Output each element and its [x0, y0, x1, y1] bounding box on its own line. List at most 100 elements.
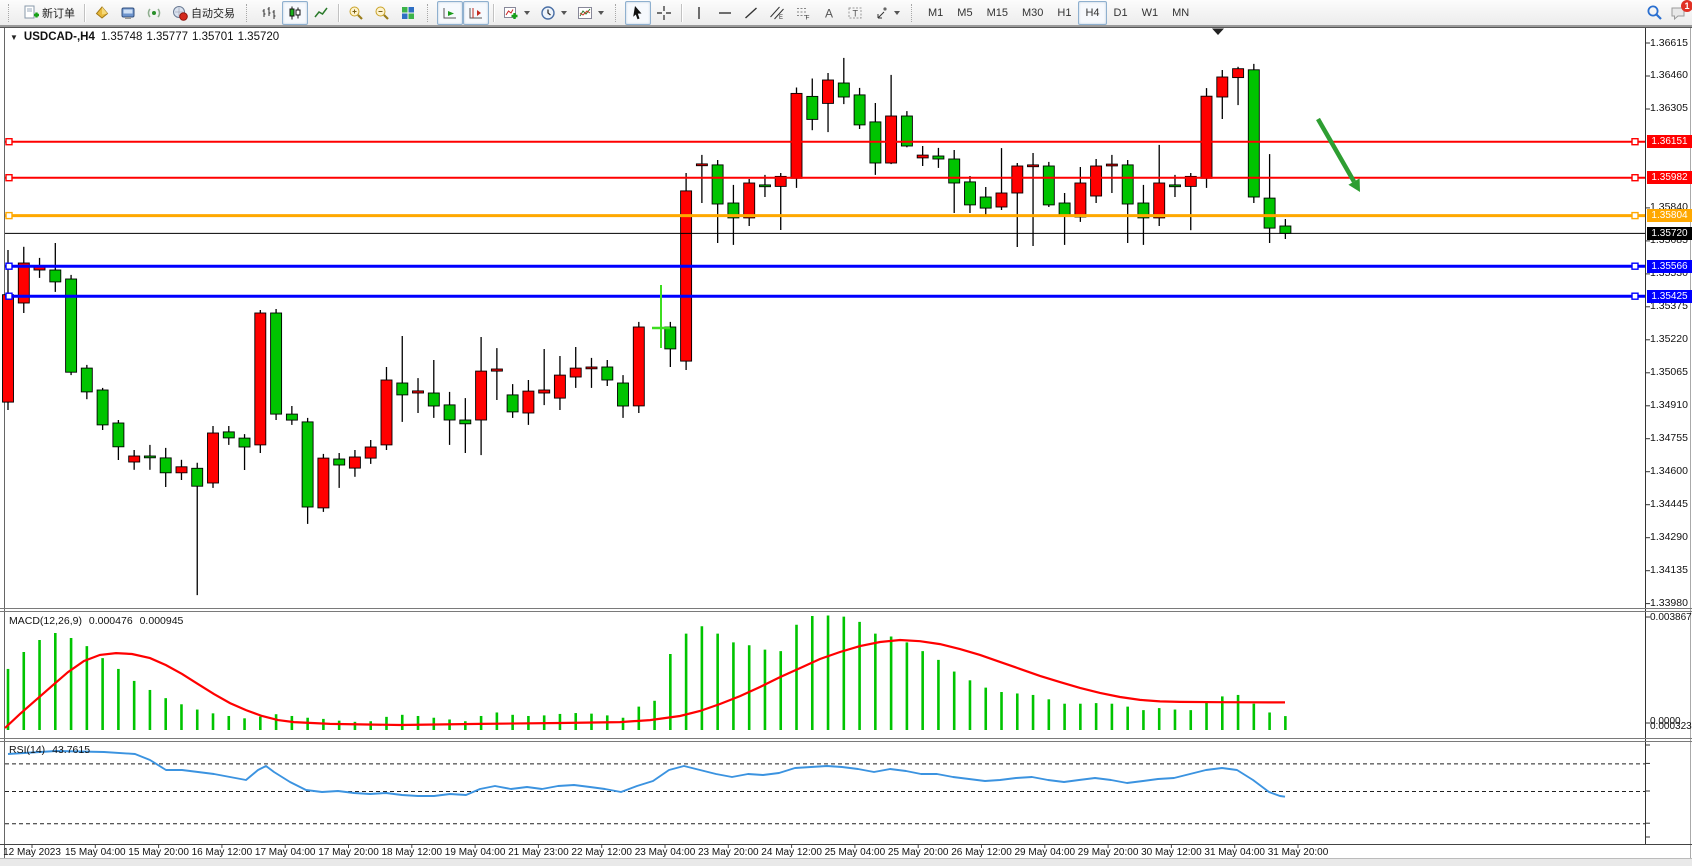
timeframe-d1-button[interactable]: D1	[1113, 6, 1128, 19]
auto-trading-icon	[172, 5, 188, 21]
crosshair-button[interactable]	[651, 1, 677, 25]
candle	[207, 432, 219, 484]
main-toolbar: 新订单 自动交易	[0, 0, 1692, 26]
crosshair-icon	[656, 5, 672, 21]
new-order-label: 新订单	[42, 7, 75, 20]
horizontal-line-icon	[717, 5, 733, 21]
macd-panel	[4, 615, 1650, 730]
cursor-icon	[630, 5, 646, 21]
hlines-layer	[5, 137, 1645, 300]
candle	[506, 394, 519, 413]
timeframe-w1-button[interactable]: W1	[1141, 6, 1159, 19]
candlestick-chart-button[interactable]	[282, 0, 308, 25]
hline-anchor[interactable]	[5, 292, 13, 300]
panel-separator[interactable]	[0, 608, 1692, 612]
macd-scale-current: 0.000323	[1650, 721, 1692, 732]
hline-anchor[interactable]	[5, 173, 13, 182]
candle	[1027, 164, 1039, 168]
timeframe-m1-button[interactable]: M1	[928, 6, 944, 19]
candle	[1090, 165, 1103, 197]
text-button[interactable]: A	[816, 1, 842, 25]
toolbar-grip	[427, 3, 433, 22]
candle	[396, 382, 409, 396]
hline-anchor[interactable]	[1631, 292, 1639, 300]
cursor-button[interactable]	[625, 0, 651, 25]
timeframe-m15-button[interactable]: M15	[986, 6, 1008, 19]
auto-scroll-icon	[442, 5, 458, 21]
text-label-button[interactable]: T	[842, 1, 868, 25]
candle	[222, 431, 235, 439]
trendline-icon	[743, 5, 759, 21]
profile-button[interactable]	[89, 1, 115, 25]
auto-scroll-button[interactable]	[437, 0, 463, 25]
hline-anchor[interactable]	[1631, 211, 1639, 220]
periods-button[interactable]	[535, 1, 572, 25]
bar-chart-icon	[261, 5, 277, 21]
templates-button[interactable]	[572, 1, 609, 25]
chart-shift-button[interactable]	[463, 0, 489, 25]
candle	[143, 455, 156, 459]
candle	[254, 312, 267, 446]
separator	[84, 3, 85, 22]
candlestick-chart-icon	[287, 5, 303, 21]
bar-chart-button[interactable]	[256, 1, 282, 25]
fibonacci-button[interactable]: F	[790, 1, 816, 25]
arrows-button[interactable]	[868, 1, 905, 25]
candle	[96, 389, 109, 426]
vertical-line-button[interactable]	[686, 1, 712, 25]
candle	[664, 326, 677, 350]
candle	[790, 92, 803, 179]
market-watch-button[interactable]	[115, 1, 141, 25]
separator	[338, 3, 339, 22]
timeframe-h4-button[interactable]: H4	[1078, 0, 1107, 25]
horizontal-line-button[interactable]	[712, 1, 738, 25]
line-chart-button[interactable]	[308, 1, 334, 25]
collapse-chart-icon[interactable]: ▼	[10, 32, 18, 42]
zoom-out-button[interactable]	[369, 1, 395, 25]
candle	[979, 196, 992, 209]
candle	[285, 413, 298, 421]
timeframe-h1-button[interactable]: H1	[1057, 6, 1072, 19]
timeframe-mn-button[interactable]: MN	[1172, 6, 1190, 19]
search-icon[interactable]	[1646, 5, 1662, 21]
hline-anchor[interactable]	[5, 211, 13, 220]
trendline-button[interactable]	[738, 1, 764, 25]
hline-anchor[interactable]	[1631, 137, 1639, 146]
chart-title: ▼ USDCAD-,H4 1.35748 1.35777 1.35701 1.3…	[10, 31, 279, 43]
panel-separator[interactable]	[0, 738, 1692, 742]
candle	[427, 392, 440, 407]
equidistant-channel-button[interactable]: E	[764, 1, 790, 25]
hline-anchor[interactable]	[5, 137, 13, 146]
toolbar-grip	[8, 3, 14, 22]
candle	[317, 457, 330, 509]
signal-button[interactable]	[141, 1, 167, 25]
indicators-button[interactable]	[498, 1, 535, 25]
candle	[128, 455, 141, 463]
candle	[159, 457, 172, 474]
chart-shift-marker[interactable]	[1212, 28, 1224, 36]
indicators-icon	[503, 5, 519, 21]
notifications-icon[interactable]: 1	[1670, 0, 1692, 21]
svg-text:E: E	[779, 15, 783, 21]
candle	[601, 366, 614, 381]
svg-text:A: A	[825, 6, 833, 20]
new-order-button[interactable]: 新订单	[18, 1, 80, 25]
candle	[617, 382, 629, 407]
candle	[932, 155, 945, 160]
auto-trading-button[interactable]: 自动交易	[167, 1, 240, 25]
tile-windows-button[interactable]	[395, 1, 421, 25]
down-arrow-icon[interactable]	[1316, 117, 1356, 183]
timeframe-group: M1 M5 M15 M30 H1 H4 D1 W1 MN	[921, 0, 1196, 25]
candle	[1058, 202, 1071, 217]
zoom-in-icon	[348, 5, 364, 21]
timeframe-m5-button[interactable]: M5	[957, 6, 973, 19]
hline-anchor[interactable]	[1631, 262, 1639, 270]
hline-anchor[interactable]	[1631, 173, 1639, 182]
profile-icon	[94, 5, 110, 21]
zoom-in-button[interactable]	[343, 1, 369, 25]
hline-anchor[interactable]	[5, 262, 13, 270]
periods-icon	[540, 5, 556, 21]
timeframe-m30-button[interactable]: M30	[1021, 6, 1044, 19]
